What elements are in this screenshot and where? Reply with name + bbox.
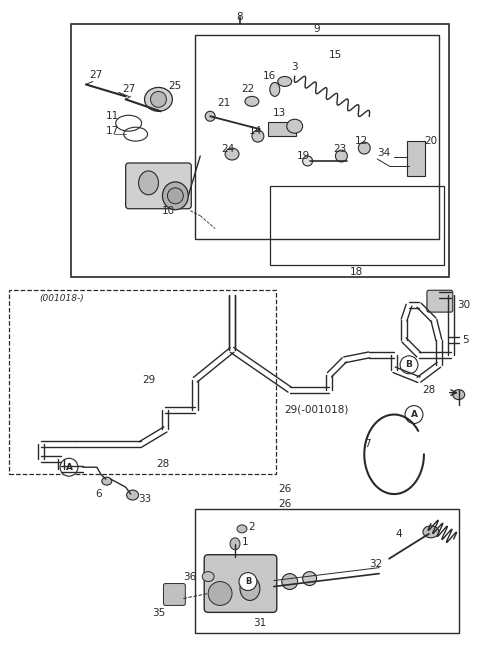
Ellipse shape <box>144 87 172 111</box>
Ellipse shape <box>358 142 370 154</box>
Text: 21: 21 <box>217 99 231 109</box>
Text: 10: 10 <box>162 206 175 216</box>
Text: 7: 7 <box>364 440 371 450</box>
Text: (001018-): (001018-) <box>39 294 84 303</box>
Ellipse shape <box>278 77 292 87</box>
Ellipse shape <box>139 171 158 194</box>
Ellipse shape <box>225 148 239 160</box>
Text: 14: 14 <box>249 126 263 136</box>
Circle shape <box>60 458 78 476</box>
Text: 29: 29 <box>142 375 155 385</box>
Ellipse shape <box>237 525 247 533</box>
Bar <box>270 186 444 265</box>
Text: 4: 4 <box>396 529 402 539</box>
Ellipse shape <box>245 97 259 107</box>
Ellipse shape <box>282 573 298 589</box>
Text: 20: 20 <box>424 136 437 146</box>
Circle shape <box>400 356 418 374</box>
Text: 27: 27 <box>89 69 102 79</box>
Ellipse shape <box>270 83 280 97</box>
Text: 9: 9 <box>313 24 320 34</box>
Ellipse shape <box>127 490 139 500</box>
Text: 27: 27 <box>122 85 135 95</box>
Circle shape <box>405 406 423 424</box>
Text: 34: 34 <box>378 148 391 158</box>
Ellipse shape <box>162 182 188 210</box>
FancyBboxPatch shape <box>126 163 192 208</box>
Bar <box>9 290 276 474</box>
Text: 25: 25 <box>168 81 181 91</box>
Ellipse shape <box>453 390 465 400</box>
Text: 15: 15 <box>329 50 342 60</box>
Text: 2: 2 <box>248 522 254 532</box>
Text: 19: 19 <box>297 151 310 161</box>
Text: 24: 24 <box>221 144 235 154</box>
Text: 6: 6 <box>96 489 102 499</box>
Ellipse shape <box>423 526 439 538</box>
Text: 12: 12 <box>355 136 368 146</box>
Bar <box>71 24 449 277</box>
Text: 13: 13 <box>273 109 287 119</box>
Text: 1: 1 <box>242 537 249 547</box>
Text: 16: 16 <box>263 71 276 81</box>
Ellipse shape <box>336 150 348 162</box>
Text: A: A <box>65 463 72 472</box>
Text: 5: 5 <box>462 335 468 345</box>
Bar <box>407 141 425 176</box>
Ellipse shape <box>252 130 264 142</box>
Text: 26: 26 <box>278 499 291 509</box>
Text: 17: 17 <box>106 126 119 136</box>
FancyBboxPatch shape <box>204 555 277 612</box>
Text: 26: 26 <box>278 484 291 494</box>
Text: 11: 11 <box>106 111 119 121</box>
Bar <box>195 35 439 238</box>
Text: 8: 8 <box>237 12 243 22</box>
Text: B: B <box>406 360 412 370</box>
Circle shape <box>302 156 312 166</box>
Circle shape <box>208 581 232 605</box>
Ellipse shape <box>302 571 316 585</box>
Text: 18: 18 <box>350 267 363 277</box>
Ellipse shape <box>230 538 240 549</box>
Ellipse shape <box>287 119 302 133</box>
Text: 28: 28 <box>156 460 169 470</box>
Text: 22: 22 <box>241 85 254 95</box>
Text: 35: 35 <box>152 608 166 618</box>
Text: 36: 36 <box>183 571 196 581</box>
Ellipse shape <box>102 477 112 485</box>
FancyBboxPatch shape <box>427 290 453 312</box>
Ellipse shape <box>205 111 215 121</box>
Text: 29(-001018): 29(-001018) <box>285 404 349 414</box>
FancyBboxPatch shape <box>164 583 185 605</box>
Text: 32: 32 <box>369 559 383 569</box>
Text: 28: 28 <box>422 385 436 395</box>
Text: 23: 23 <box>333 144 346 154</box>
Circle shape <box>151 91 167 107</box>
Bar <box>195 509 459 633</box>
Circle shape <box>168 188 183 204</box>
Text: 30: 30 <box>457 300 470 310</box>
Bar <box>268 123 296 136</box>
Text: B: B <box>245 577 251 586</box>
Text: 31: 31 <box>253 618 266 628</box>
Circle shape <box>239 573 257 591</box>
Ellipse shape <box>202 571 214 581</box>
Text: 3: 3 <box>291 61 298 71</box>
Text: A: A <box>410 410 418 419</box>
Text: 33: 33 <box>139 494 152 504</box>
Ellipse shape <box>240 577 260 601</box>
